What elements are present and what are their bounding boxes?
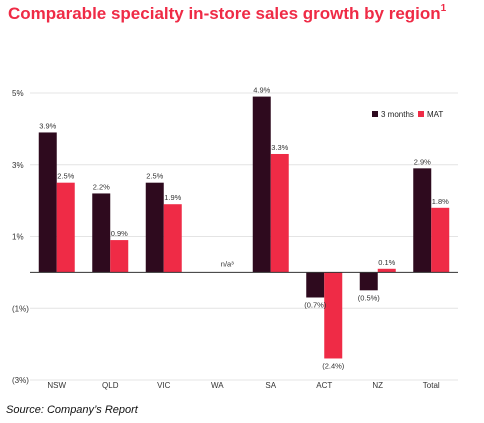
bar (56, 182, 75, 273)
bar (163, 204, 182, 273)
category-label: WA (211, 381, 224, 390)
data-labels: 3.9% 2.5% 2.2% 0.9% 2.5% 1.9% n/a³ 4.9% 3.3% (0.7… (39, 86, 449, 371)
data-label: 3.3% (271, 143, 288, 152)
data-label: (2.4%) (322, 361, 345, 370)
data-label: 2.5% (146, 172, 163, 181)
data-label: 2.9% (414, 157, 431, 166)
category-label: ACT (316, 381, 332, 390)
category-label: NSW (47, 381, 66, 390)
category-label: QLD (102, 381, 119, 390)
category-label: Total (423, 381, 440, 390)
bar (145, 182, 164, 273)
legend-label-3-months: 3 months (381, 110, 414, 119)
bar (324, 272, 343, 359)
bar (306, 272, 325, 298)
bar (110, 240, 129, 273)
bar (431, 207, 450, 273)
data-label: 2.2% (93, 182, 110, 191)
legend-swatch-3-months (372, 111, 378, 117)
bar (270, 153, 289, 273)
y-tick-label: 3% (12, 161, 24, 170)
legend-swatch-mat (418, 111, 424, 117)
data-label: 1.9% (164, 193, 181, 202)
data-label: (0.7%) (304, 300, 327, 309)
bar (413, 168, 432, 273)
y-tick-label: 5% (12, 89, 24, 98)
y-tick-label: (3%) (12, 376, 29, 385)
source-note: Source: Company’s Report (6, 404, 138, 416)
bar (359, 272, 378, 291)
y-axis-ticks: 5% 3% 1% (1%) (3%) (12, 89, 29, 385)
category-label: VIC (157, 381, 171, 390)
bar (38, 132, 57, 273)
chart-title: Comparable specialty in-store sales grow… (8, 3, 447, 23)
bar (92, 193, 111, 273)
data-label: 4.9% (253, 86, 270, 95)
y-tick-label: 1% (12, 233, 24, 242)
data-label: 0.9% (111, 229, 128, 238)
x-axis-categories: NSW QLD VIC WA SA ACT NZ Total (47, 381, 440, 390)
data-label: 3.9% (39, 121, 56, 130)
data-label: 0.1% (378, 258, 395, 267)
category-label: NZ (372, 381, 383, 390)
data-label: (0.5%) (358, 293, 381, 302)
bar (377, 268, 396, 273)
legend-label-mat: MAT (427, 110, 443, 119)
bar (252, 96, 271, 273)
legend: 3 months MAT (372, 110, 443, 119)
na-label: n/a³ (221, 259, 234, 268)
y-tick-label: (1%) (12, 304, 29, 313)
bar-chart: 5% 3% 1% (1%) (3%) 3.9% 2.5% 2.2% 0.9% 2.5% 1.9% n… (12, 86, 458, 390)
data-label: 2.5% (57, 172, 74, 181)
data-label: 1.8% (432, 197, 449, 206)
bars (38, 96, 450, 359)
category-label: SA (265, 381, 276, 390)
